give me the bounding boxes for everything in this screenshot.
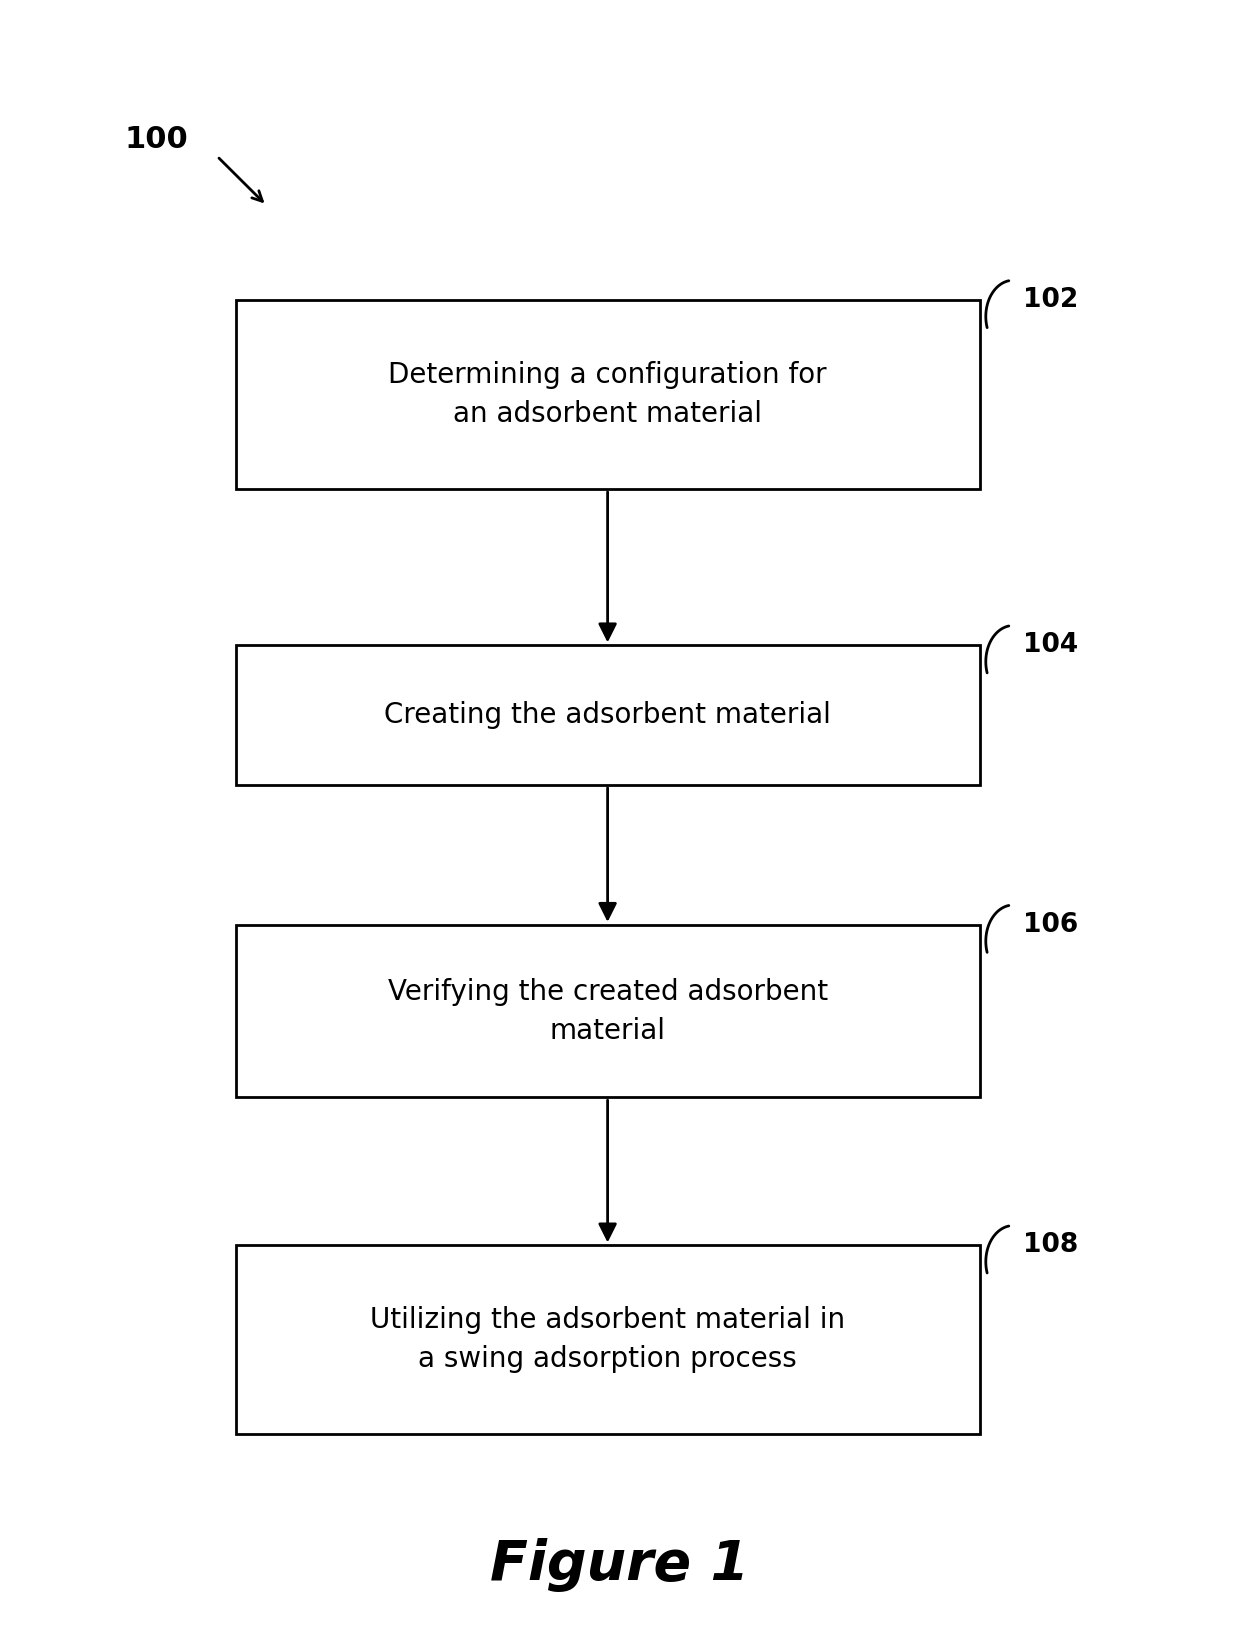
FancyBboxPatch shape <box>236 299 980 490</box>
Text: 108: 108 <box>1023 1233 1079 1258</box>
Text: Figure 1: Figure 1 <box>491 1539 749 1591</box>
Text: 106: 106 <box>1023 911 1079 937</box>
Text: 104: 104 <box>1023 633 1078 658</box>
Text: Verifying the created adsorbent
material: Verifying the created adsorbent material <box>388 978 827 1044</box>
Text: 100: 100 <box>124 125 187 155</box>
FancyBboxPatch shape <box>236 1246 980 1434</box>
Text: 102: 102 <box>1023 286 1079 312</box>
Text: Creating the adsorbent material: Creating the adsorbent material <box>384 700 831 730</box>
FancyBboxPatch shape <box>236 924 980 1098</box>
FancyBboxPatch shape <box>236 646 980 786</box>
Text: Utilizing the adsorbent material in
a swing adsorption process: Utilizing the adsorbent material in a sw… <box>370 1307 846 1373</box>
Text: Determining a configuration for
an adsorbent material: Determining a configuration for an adsor… <box>388 362 827 427</box>
